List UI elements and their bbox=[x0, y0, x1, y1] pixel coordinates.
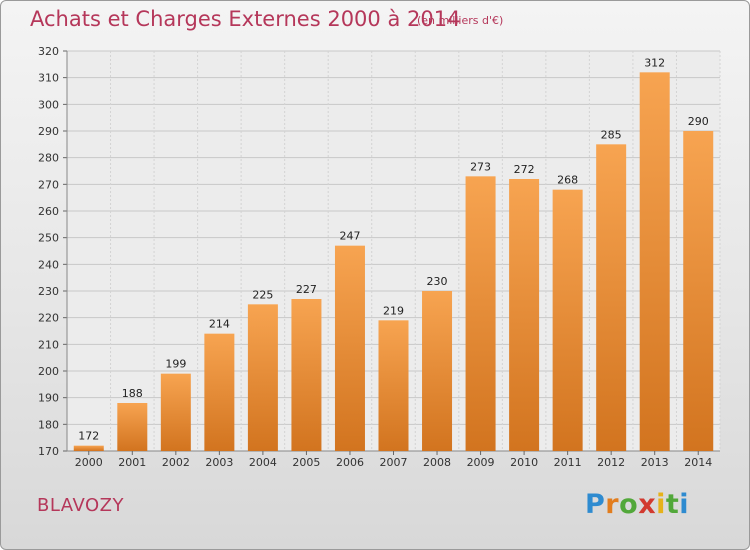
x-tick-label-2013: 2013 bbox=[641, 456, 669, 469]
value-label-2000: 172 bbox=[78, 430, 99, 443]
x-tick-label-2000: 2000 bbox=[75, 456, 103, 469]
bars bbox=[73, 72, 714, 452]
bar-2005 bbox=[291, 299, 322, 451]
chart-subtitle: (en milliers d'€) bbox=[417, 14, 504, 27]
chart-title: Achats et Charges Externes 2000 à 2014 bbox=[30, 7, 461, 31]
logo-letter: i bbox=[656, 489, 666, 520]
bar-2011 bbox=[552, 189, 583, 451]
y-tick-label: 200 bbox=[38, 365, 59, 378]
labels: 172 188 199 214 225 227 247 219 230 273 272 268 285 3… bbox=[78, 56, 708, 442]
value-label-2004: 225 bbox=[252, 288, 273, 301]
x-tick-label-2005: 2005 bbox=[292, 456, 320, 469]
bar-2006 bbox=[334, 245, 365, 451]
x-tick-label-2004: 2004 bbox=[249, 456, 277, 469]
value-label-2009: 273 bbox=[470, 160, 491, 173]
bar-2000 bbox=[73, 445, 104, 451]
y-tick-label: 300 bbox=[38, 98, 59, 111]
x-tick-label-2014: 2014 bbox=[684, 456, 712, 469]
value-label-2012: 285 bbox=[601, 128, 622, 141]
x-tick-label-2002: 2002 bbox=[162, 456, 190, 469]
value-label-2002: 199 bbox=[165, 358, 186, 371]
logo-letter: r bbox=[605, 489, 620, 520]
y-tick-label: 250 bbox=[38, 232, 59, 245]
x-tick-label-2011: 2011 bbox=[554, 456, 582, 469]
y-tick-label: 290 bbox=[38, 125, 59, 138]
y-tick-label: 220 bbox=[38, 312, 59, 325]
x-tick-label-2006: 2006 bbox=[336, 456, 364, 469]
x-tick-label-2009: 2009 bbox=[467, 456, 495, 469]
x-tick-label-2001: 2001 bbox=[118, 456, 146, 469]
y-tick-label: 210 bbox=[38, 338, 59, 351]
bar-2004 bbox=[247, 304, 278, 451]
x-tick-label-2003: 2003 bbox=[205, 456, 233, 469]
y-tick-label: 310 bbox=[38, 72, 59, 85]
y-tick-label: 320 bbox=[38, 45, 59, 58]
value-label-2008: 230 bbox=[427, 275, 448, 288]
proxiti-logo: Proxiti bbox=[585, 489, 689, 520]
y-tick-label: 270 bbox=[38, 178, 59, 191]
y-tick-label: 170 bbox=[38, 445, 59, 458]
y-tick-label: 260 bbox=[38, 205, 59, 218]
value-label-2010: 272 bbox=[514, 163, 535, 176]
logo-letter: o bbox=[619, 489, 639, 520]
x-tick-label-2008: 2008 bbox=[423, 456, 451, 469]
x-tick-label-2012: 2012 bbox=[597, 456, 625, 469]
location-label: BLAVOZY bbox=[37, 495, 124, 516]
value-label-2013: 312 bbox=[644, 56, 665, 69]
x-tick-label-2007: 2007 bbox=[380, 456, 408, 469]
value-label-2006: 247 bbox=[339, 230, 360, 243]
logo-letter: t bbox=[665, 489, 680, 520]
value-label-2003: 214 bbox=[209, 318, 230, 331]
logo-letter: x bbox=[638, 489, 657, 520]
bar-2002 bbox=[160, 373, 191, 451]
y-tick-label: 190 bbox=[38, 392, 59, 405]
value-label-2007: 219 bbox=[383, 304, 404, 317]
value-label-2014: 290 bbox=[688, 115, 709, 128]
axes: 170 180 190 200 210 220 230 240 250 260 270 280 290 3… bbox=[38, 45, 720, 469]
logo-letter: i bbox=[679, 489, 690, 520]
logo-letter: P bbox=[585, 489, 606, 520]
x-tick-label-2010: 2010 bbox=[510, 456, 538, 469]
value-label-2001: 188 bbox=[122, 387, 143, 400]
bar-2007 bbox=[378, 320, 409, 451]
bar-2001 bbox=[117, 403, 148, 451]
bar-2008 bbox=[422, 291, 453, 451]
y-tick-label: 180 bbox=[38, 418, 59, 431]
bar-2013 bbox=[639, 72, 670, 451]
value-label-2005: 227 bbox=[296, 283, 317, 296]
bar-2003 bbox=[204, 333, 235, 451]
value-label-2011: 268 bbox=[557, 174, 578, 187]
bar-2012 bbox=[596, 144, 627, 452]
y-tick-label: 230 bbox=[38, 285, 59, 298]
bar-2010 bbox=[509, 179, 540, 451]
y-tick-label: 240 bbox=[38, 258, 59, 271]
bar-2014 bbox=[683, 131, 714, 451]
bar-2009 bbox=[465, 176, 496, 452]
y-tick-label: 280 bbox=[38, 152, 59, 165]
